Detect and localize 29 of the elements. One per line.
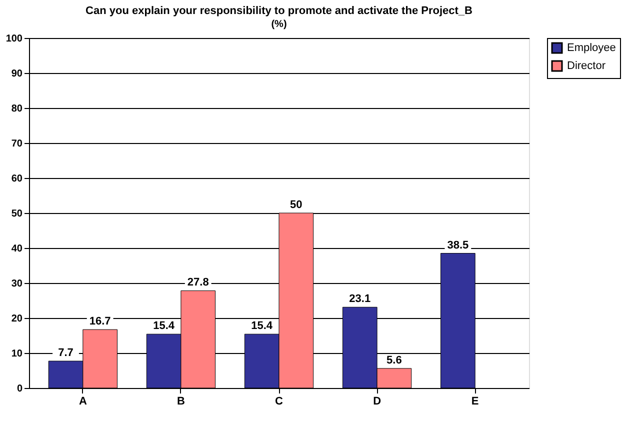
y-tick-label: 20 <box>11 314 23 324</box>
data-label: 16.7 <box>89 316 111 328</box>
y-tick-label: 70 <box>11 138 23 150</box>
x-tick-label: D <box>373 396 382 408</box>
y-tick-label: 100 <box>6 34 23 44</box>
y-tick-label: 40 <box>11 244 23 254</box>
data-label: 27.8 <box>187 276 209 289</box>
y-tick-label: 0 <box>16 384 23 394</box>
y-tick-label: 30 <box>11 278 23 290</box>
data-label: 15.4 <box>251 320 274 332</box>
x-tick-label: B <box>176 396 185 408</box>
chart-title: Can you explain your responsibility to promote and activate the Project_B <box>86 5 473 17</box>
chart-subtitle: (%) <box>271 19 287 30</box>
legend-label: Director <box>567 60 606 72</box>
data-label: 38.5 <box>447 239 469 252</box>
x-tick-label: C <box>275 396 284 408</box>
x-tick-label: E <box>471 396 479 408</box>
y-tick-label: 60 <box>11 174 23 184</box>
data-label: 7.7 <box>58 347 74 360</box>
data-label: 5.6 <box>386 354 402 366</box>
y-tick-label: 90 <box>11 68 23 80</box>
y-tick-label: 10 <box>11 348 23 360</box>
data-label: 23.1 <box>349 293 371 306</box>
data-label: 50 <box>290 199 302 211</box>
y-tick-label: 80 <box>11 104 23 114</box>
y-tick-label: 50 <box>11 208 23 220</box>
legend-label: Employee <box>567 42 616 54</box>
data-label: 15.4 <box>153 320 176 332</box>
x-tick-label: A <box>78 396 87 408</box>
